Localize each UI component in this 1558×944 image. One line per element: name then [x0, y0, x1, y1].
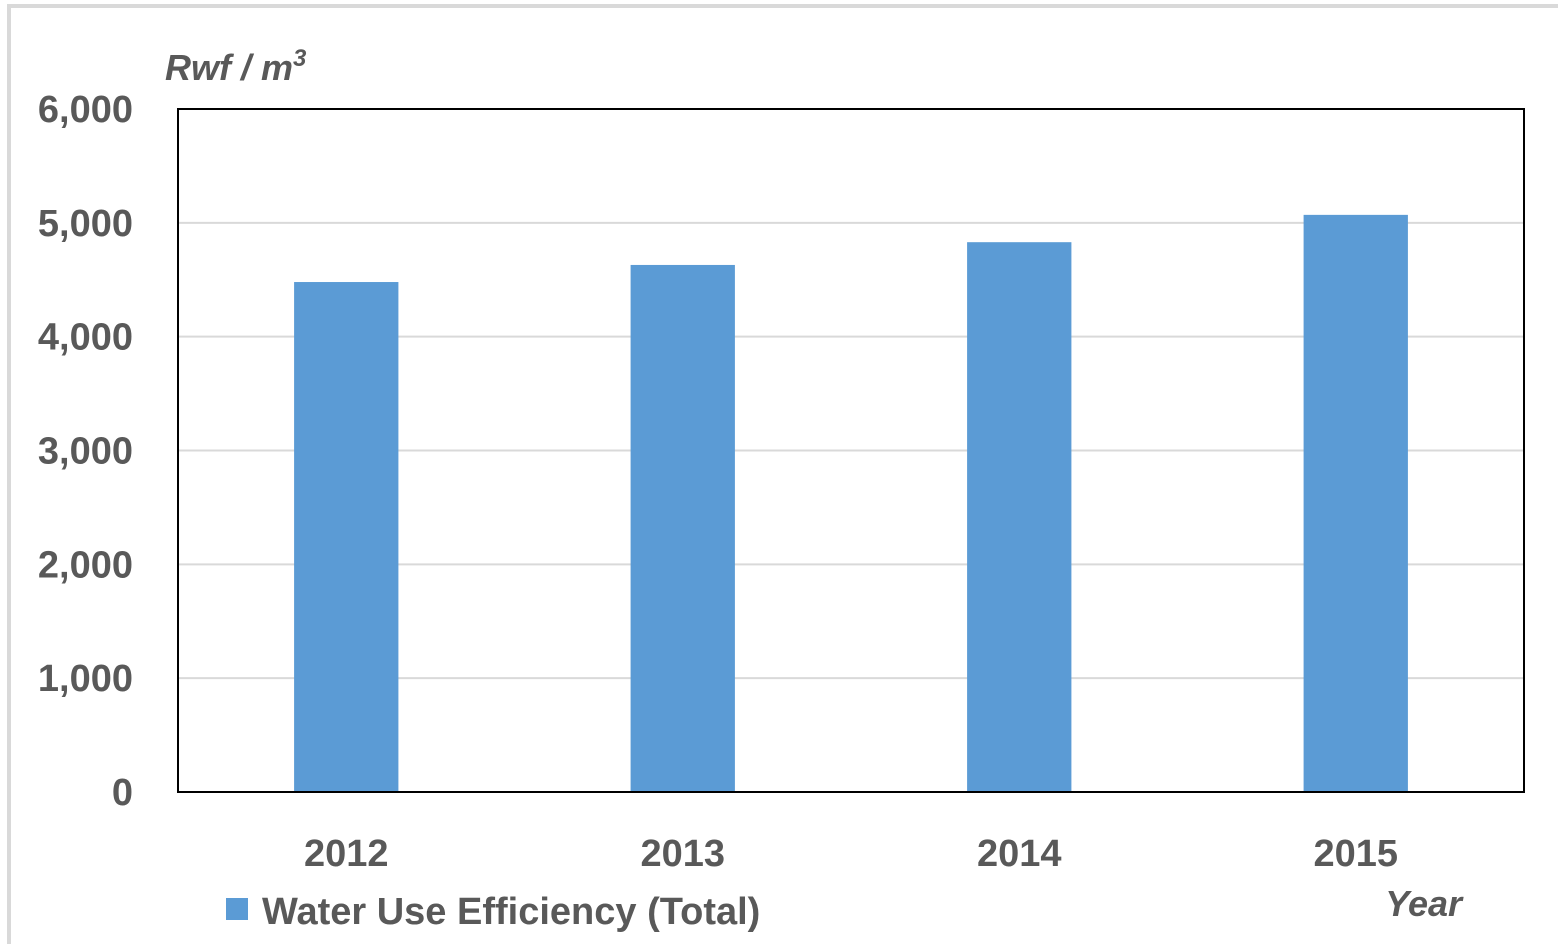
y-axis-tick-labels: 0 1,000 2,000 3,000 4,000 5,000 6,000	[38, 89, 133, 814]
x-tick-label: 2015	[1313, 833, 1398, 875]
plot-area-border	[177, 108, 1525, 793]
gridlines	[178, 221, 1524, 680]
x-tick-label: 2013	[640, 833, 725, 875]
y-tick-label: 5,000	[38, 203, 133, 245]
y-axis-label-superscript: 3	[293, 45, 307, 72]
y-tick-label: 3,000	[38, 431, 133, 473]
y-tick-label: 1,000	[38, 658, 133, 700]
bars	[294, 214, 1408, 793]
x-tick-label: 2012	[304, 833, 389, 875]
bar-2012	[294, 282, 399, 792]
y-tick-label: 4,000	[38, 317, 133, 359]
bar-2014	[967, 242, 1072, 792]
y-tick-label: 0	[112, 772, 133, 814]
chart-frame	[7, 4, 1558, 944]
x-axis-label: Year	[1385, 883, 1464, 924]
legend: Water Use Efficiency (Total)	[226, 891, 760, 933]
bar-2013	[630, 264, 735, 792]
y-tick-label: 2,000	[38, 544, 133, 586]
legend-swatch	[226, 898, 248, 920]
x-axis-tick-labels: 2012 2013 2014 2015	[304, 833, 1398, 875]
x-tick-label: 2014	[977, 833, 1062, 875]
legend-label: Water Use Efficiency (Total)	[262, 891, 760, 933]
y-tick-label: 6,000	[38, 89, 133, 131]
y-axis-label: Rwf / m3	[165, 45, 307, 88]
bar-2015	[1303, 214, 1408, 793]
y-axis-label-text: Rwf / m	[165, 47, 293, 88]
